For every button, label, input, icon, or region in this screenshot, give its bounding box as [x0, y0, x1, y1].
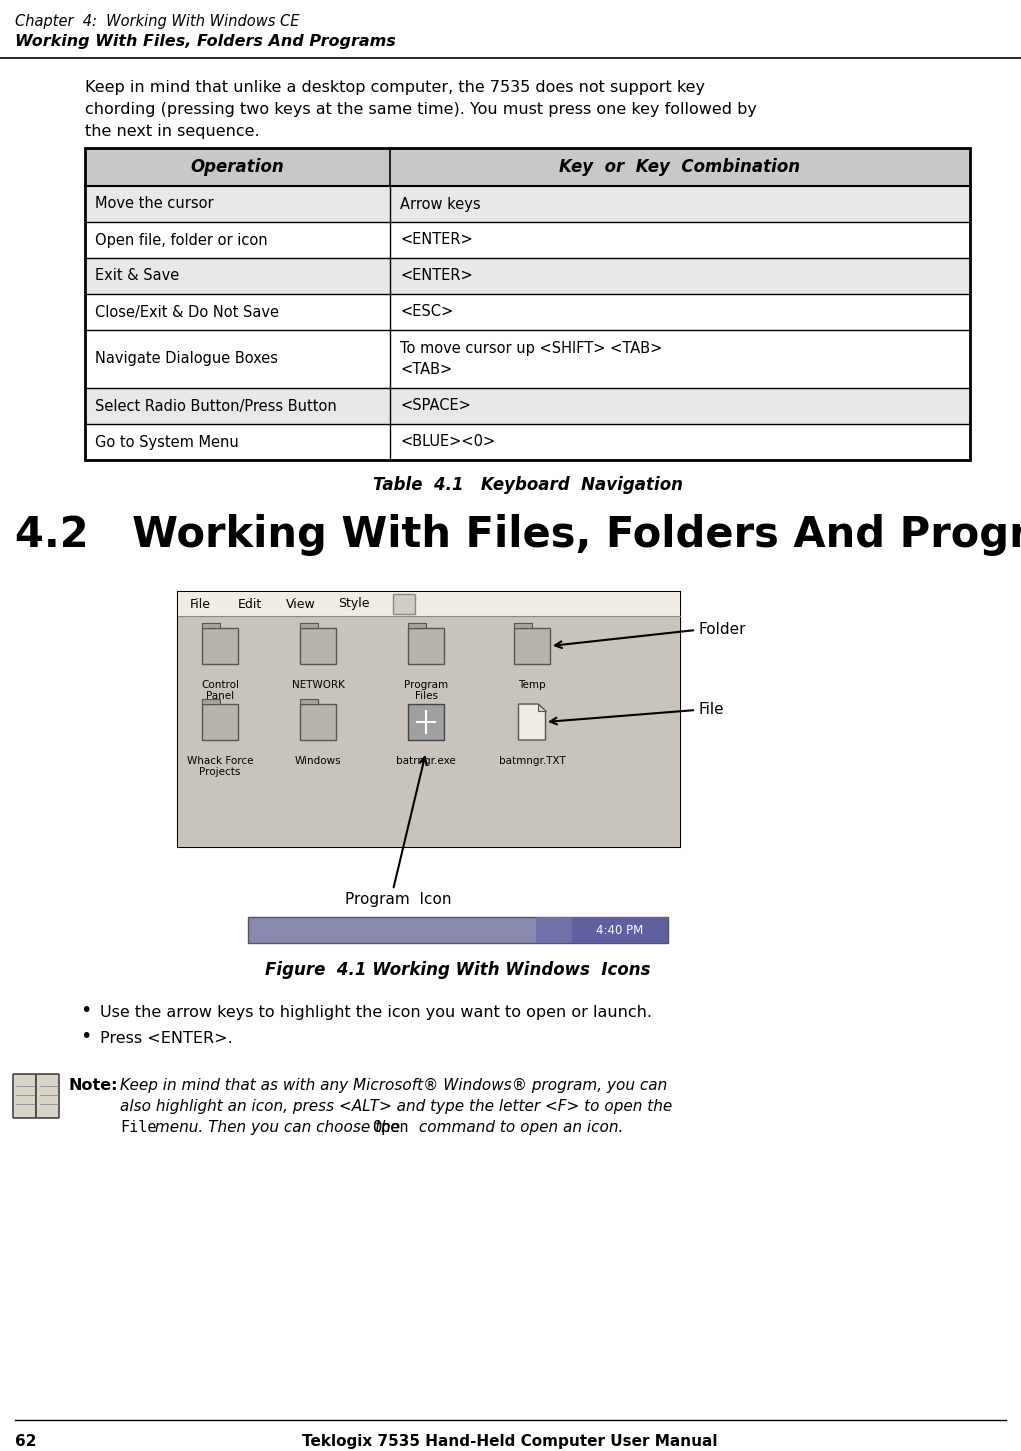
Text: Whack Force
Projects: Whack Force Projects	[187, 756, 253, 776]
FancyBboxPatch shape	[36, 1074, 59, 1119]
Text: Folder: Folder	[698, 622, 745, 637]
Text: File: File	[698, 702, 724, 717]
Bar	[85, 329, 970, 387]
Text: Press <ENTER>.: Press <ENTER>.	[100, 1032, 233, 1046]
Bar	[202, 622, 220, 628]
Text: <ENTER>: <ENTER>	[400, 232, 473, 248]
Text: •: •	[80, 1027, 91, 1046]
Text: To move cursor up <SHIFT> <TAB>: To move cursor up <SHIFT> <TAB>	[400, 341, 663, 355]
Bar	[85, 148, 970, 460]
Text: View: View	[286, 598, 315, 611]
Text: Keep in mind that as with any Microsoft® Windows® program, you can: Keep in mind that as with any Microsoft®…	[120, 1078, 668, 1093]
Text: <TAB>: <TAB>	[400, 363, 452, 377]
Bar	[572, 917, 668, 943]
Text: Edit: Edit	[238, 598, 262, 611]
FancyBboxPatch shape	[13, 1074, 36, 1119]
Text: command to open an icon.: command to open an icon.	[414, 1120, 624, 1135]
Text: 4:40 PM: 4:40 PM	[596, 923, 643, 936]
Bar	[536, 917, 572, 943]
Text: also highlight an icon, press <ALT> and type the letter <F> to open the: also highlight an icon, press <ALT> and …	[120, 1098, 672, 1114]
Bar	[544, 921, 562, 939]
Text: 4.2   Working With Files, Folders And Programs: 4.2 Working With Files, Folders And Prog…	[15, 514, 1021, 556]
Text: 62: 62	[15, 1434, 37, 1450]
Text: Select Radio Button/Press Button: Select Radio Button/Press Button	[95, 399, 337, 414]
Bar	[202, 628, 238, 665]
Text: Working With Files, Folders And Programs: Working With Files, Folders And Programs	[15, 33, 396, 49]
Text: Arrow keys: Arrow keys	[400, 196, 481, 212]
Text: Open: Open	[372, 1120, 408, 1135]
Text: Use the arrow keys to highlight the icon you want to open or launch.: Use the arrow keys to highlight the icon…	[100, 1006, 652, 1020]
Text: Figure  4.1 Working With Windows  Icons: Figure 4.1 Working With Windows Icons	[265, 961, 650, 979]
Text: Operation: Operation	[191, 158, 285, 176]
Text: Windows: Windows	[295, 756, 341, 766]
Text: Move the cursor: Move the cursor	[95, 196, 213, 212]
Bar	[202, 704, 238, 740]
Text: Keep in mind that unlike a desktop computer, the 7535 does not support key: Keep in mind that unlike a desktop compu…	[85, 80, 704, 94]
Bar	[85, 222, 970, 258]
Text: Table  4.1   Keyboard  Navigation: Table 4.1 Keyboard Navigation	[373, 476, 682, 493]
Text: NETWORK: NETWORK	[292, 681, 344, 691]
Bar	[393, 593, 415, 614]
Polygon shape	[519, 704, 545, 740]
Text: File: File	[190, 598, 211, 611]
Bar	[408, 622, 426, 628]
Text: <SPACE>: <SPACE>	[400, 399, 471, 414]
Text: chording (pressing two keys at the same time). You must press one key followed b: chording (pressing two keys at the same …	[85, 102, 757, 118]
Bar	[300, 628, 336, 665]
Bar	[300, 699, 318, 704]
Text: File: File	[120, 1120, 156, 1135]
Bar	[85, 258, 970, 295]
Text: <ENTER>: <ENTER>	[400, 268, 473, 283]
Text: batrngr.exe: batrngr.exe	[396, 756, 455, 766]
Bar	[202, 699, 220, 704]
Text: Key  or  Key  Combination: Key or Key Combination	[560, 158, 800, 176]
Text: Go to System Menu: Go to System Menu	[95, 434, 239, 450]
Bar	[85, 148, 970, 186]
Bar	[178, 592, 680, 617]
Bar	[408, 704, 444, 740]
Text: •: •	[80, 1001, 91, 1020]
Text: Navigate Dialogue Boxes: Navigate Dialogue Boxes	[95, 351, 278, 367]
Text: Control
Panel: Control Panel	[201, 681, 239, 701]
Bar	[300, 622, 318, 628]
Text: batmngr.TXT: batmngr.TXT	[498, 756, 566, 766]
Bar	[408, 628, 444, 665]
Text: Note:: Note:	[68, 1078, 117, 1093]
Text: Open file, folder or icon: Open file, folder or icon	[95, 232, 268, 248]
Bar	[85, 295, 970, 329]
Text: Program
Files: Program Files	[404, 681, 448, 701]
Text: Chapter  4:  Working With Windows CE: Chapter 4: Working With Windows CE	[15, 15, 299, 29]
Bar	[85, 387, 970, 424]
Bar	[178, 617, 680, 847]
Text: Exit & Save: Exit & Save	[95, 268, 180, 283]
Text: menu. Then you can choose the: menu. Then you can choose the	[150, 1120, 405, 1135]
Text: Temp: Temp	[519, 681, 546, 691]
Bar	[514, 628, 550, 665]
Text: Program  Icon: Program Icon	[345, 892, 451, 907]
Text: Style: Style	[338, 598, 370, 611]
Polygon shape	[538, 704, 545, 711]
Text: Teklogix 7535 Hand-Held Computer User Manual: Teklogix 7535 Hand-Held Computer User Ma…	[302, 1434, 718, 1450]
Bar	[248, 917, 668, 943]
Bar	[300, 704, 336, 740]
Text: <ESC>: <ESC>	[400, 305, 453, 319]
Text: <BLUE><0>: <BLUE><0>	[400, 434, 495, 450]
Bar	[85, 186, 970, 222]
Bar	[514, 622, 532, 628]
Text: Close/Exit & Do Not Save: Close/Exit & Do Not Save	[95, 305, 279, 319]
Text: the next in sequence.: the next in sequence.	[85, 123, 259, 139]
Bar	[85, 424, 970, 460]
Bar	[178, 592, 680, 847]
